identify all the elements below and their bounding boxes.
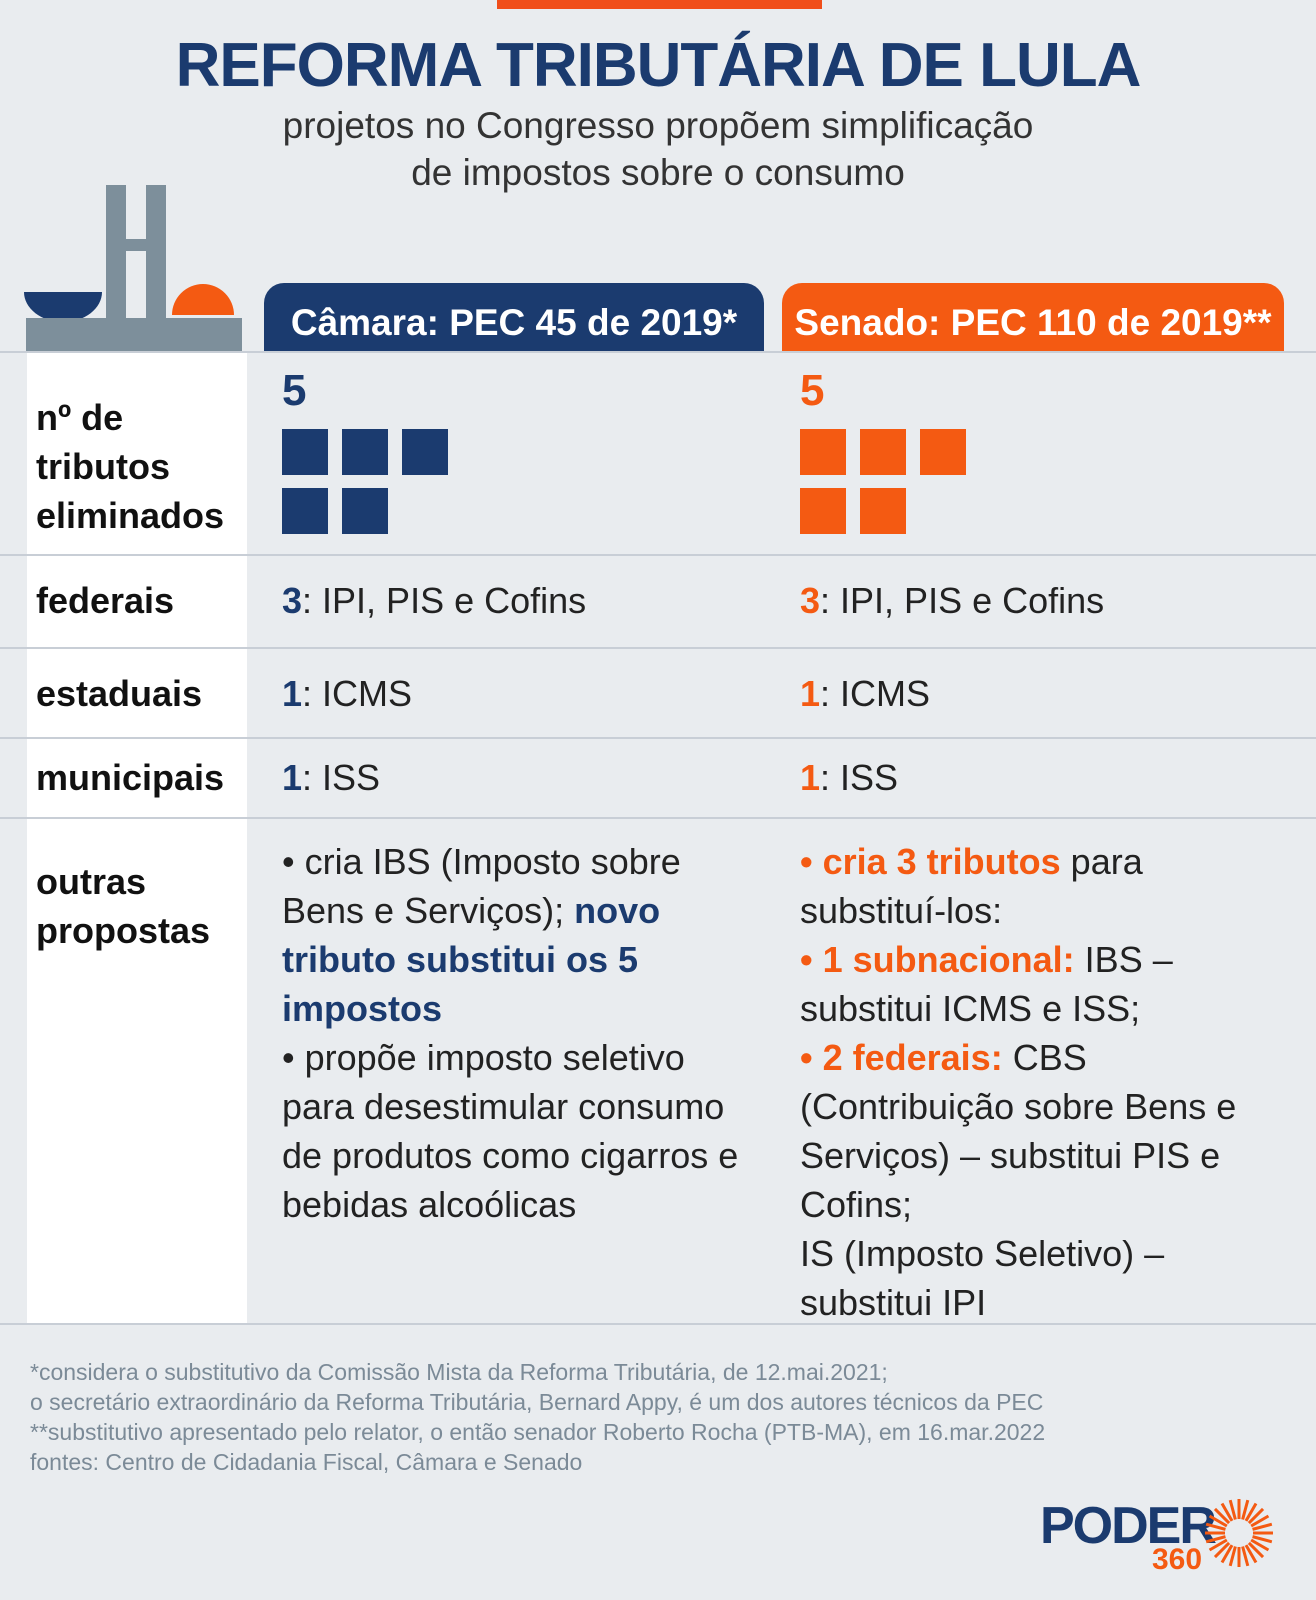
senado-estaduais-text: : ICMS: [820, 673, 931, 714]
camara-header: Câmara: PEC 45 de 2019*: [264, 283, 764, 351]
sunburst-ray: [1205, 1522, 1226, 1531]
footnote-line: fontes: Centro de Cidadania Fiscal, Câma…: [30, 1449, 583, 1475]
camara-outras: • cria IBS (Imposto sobre Bens e Serviço…: [282, 837, 752, 1229]
footnotes: *considera o substitutivo da Comissão Mi…: [30, 1357, 1230, 1477]
senado-outras-b1: • cria 3 tributos para substituí-los:: [800, 841, 1143, 931]
senado-municipais-count: 1: [800, 757, 821, 798]
sunburst-icon: [1205, 1499, 1273, 1567]
page-subtitle: projetos no Congresso propõem simplifica…: [0, 102, 1316, 196]
label-estaduais: estaduais: [27, 649, 247, 737]
sunburst-ray: [1241, 1499, 1250, 1520]
senado-header: Senado: PEC 110 de 2019**: [782, 283, 1284, 351]
sunburst-ray: [1220, 1544, 1234, 1564]
camara-federais: 3: IPI, PIS e Cofins: [282, 576, 752, 625]
label-municipais: municipais: [27, 739, 247, 817]
sunburst-ray: [1244, 1544, 1258, 1564]
camara-municipais-text: : ISS: [302, 757, 381, 798]
camara-outras-p1: • cria IBS (Imposto sobre Bens e Serviço…: [282, 841, 681, 1029]
row-federais: federais 3: IPI, PIS e Cofins 3: IPI, PI…: [0, 554, 1316, 647]
senado-federais-text: : IPI, PIS e Cofins: [820, 580, 1105, 621]
sunburst-ray: [1247, 1541, 1265, 1559]
camara-estaduais-count: 1: [282, 673, 303, 714]
label-line: outras: [36, 861, 147, 902]
footnote-line: *considera o substitutivo da Comissão Mi…: [30, 1359, 888, 1385]
sunburst-ray: [1228, 1499, 1237, 1520]
camara-federais-count: 3: [282, 580, 303, 621]
camara-square: [342, 429, 388, 475]
sunburst-ray: [1252, 1522, 1273, 1531]
camara-eliminados: 5: [282, 353, 752, 539]
top-accent-bar: [497, 0, 822, 9]
senado-estaduais: 1: ICMS: [800, 669, 1290, 718]
label-line: tributos: [36, 446, 170, 487]
camara-outras-p2: • propõe imposto seletivo para desestimu…: [282, 1037, 739, 1225]
senado-federais: 3: IPI, PIS e Cofins: [800, 576, 1290, 625]
row-estaduais: estaduais 1: ICMS 1: ICMS: [0, 647, 1316, 737]
sunburst-ray: [1205, 1535, 1226, 1544]
camara-square: [282, 429, 328, 475]
camara-estaduais-text: : ICMS: [302, 673, 413, 714]
senado-outras: • cria 3 tributos para substituí-los: • …: [800, 837, 1290, 1327]
senado-municipais: 1: ISS: [800, 753, 1290, 802]
footnote-line: **substitutivo apresentado pelo relator,…: [30, 1419, 1046, 1445]
sunburst-ray: [1250, 1514, 1270, 1528]
camara-municipais: 1: ISS: [282, 753, 752, 802]
comparison-table: nº de tributos eliminados 5 5: [0, 351, 1316, 1325]
senado-outras-b3: • 2 federais: CBS (Contribuição sobre Be…: [800, 1037, 1237, 1225]
camara-estaduais: 1: ICMS: [282, 669, 752, 718]
senado-federais-count: 3: [800, 580, 821, 621]
row-eliminados: nº de tributos eliminados 5 5: [0, 351, 1316, 554]
logo-word: PODER: [1040, 1497, 1217, 1555]
sunburst-ray: [1241, 1546, 1250, 1567]
label-line: propostas: [36, 910, 211, 951]
senado-squares: [800, 429, 980, 539]
camara-squares: [282, 429, 462, 539]
camara-federais-text: : IPI, PIS e Cofins: [302, 580, 587, 621]
camara-square: [402, 429, 448, 475]
label-federais: federais: [27, 556, 247, 647]
senado-square: [860, 429, 906, 475]
row-municipais: municipais 1: ISS 1: ISS: [0, 737, 1316, 817]
poder360-logo: PODER 360: [1040, 1496, 1300, 1576]
senado-square: [800, 488, 846, 534]
label-eliminados: nº de tributos eliminados: [27, 353, 247, 554]
sunburst-ray: [1208, 1514, 1228, 1528]
footnote-line: o secretário extraordinário da Reforma T…: [30, 1389, 1044, 1415]
row-outras: outras propostas • cria IBS (Imposto sob…: [0, 817, 1316, 1325]
sunburst-ray: [1228, 1546, 1237, 1567]
sunburst-ray: [1252, 1535, 1273, 1544]
sunburst-ray: [1247, 1507, 1265, 1525]
sunburst-ray: [1213, 1507, 1231, 1525]
camara-square: [342, 488, 388, 534]
congress-building-icon: [24, 185, 242, 353]
senado-square: [920, 429, 966, 475]
sunburst-ray: [1213, 1541, 1231, 1559]
senado-municipais-text: : ISS: [820, 757, 899, 798]
logo-number: 360: [1152, 1543, 1203, 1576]
subtitle-line-1: projetos no Congresso propõem simplifica…: [282, 105, 1034, 146]
senado-outras-b4: IS (Imposto Seletivo) – substitui IPI: [800, 1233, 1165, 1323]
sunburst-ray: [1244, 1502, 1258, 1522]
senado-square: [860, 488, 906, 534]
senado-square: [800, 429, 846, 475]
camara-square: [282, 488, 328, 534]
camara-outras-highlight: novo tributo substitui os 5 impostos: [282, 890, 661, 1029]
senado-estaduais-count: 1: [800, 673, 821, 714]
camara-count: 5: [282, 366, 307, 415]
label-line: eliminados: [36, 495, 225, 536]
page-title: REFORMA TRIBUTÁRIA DE LULA: [175, 31, 1142, 100]
senado-eliminados: 5: [800, 353, 1290, 539]
subtitle-line-2: de impostos sobre o consumo: [411, 152, 905, 193]
sunburst-ray: [1220, 1502, 1234, 1522]
sunburst-ray: [1250, 1538, 1270, 1552]
senado-count: 5: [800, 366, 825, 415]
label-line: nº de: [36, 397, 124, 438]
senado-outras-b2: • 1 subnacional: IBS – substitui ICMS e …: [800, 939, 1173, 1029]
sunburst-ray: [1208, 1538, 1228, 1552]
label-outras: outras propostas: [27, 819, 247, 1323]
camara-municipais-count: 1: [282, 757, 303, 798]
